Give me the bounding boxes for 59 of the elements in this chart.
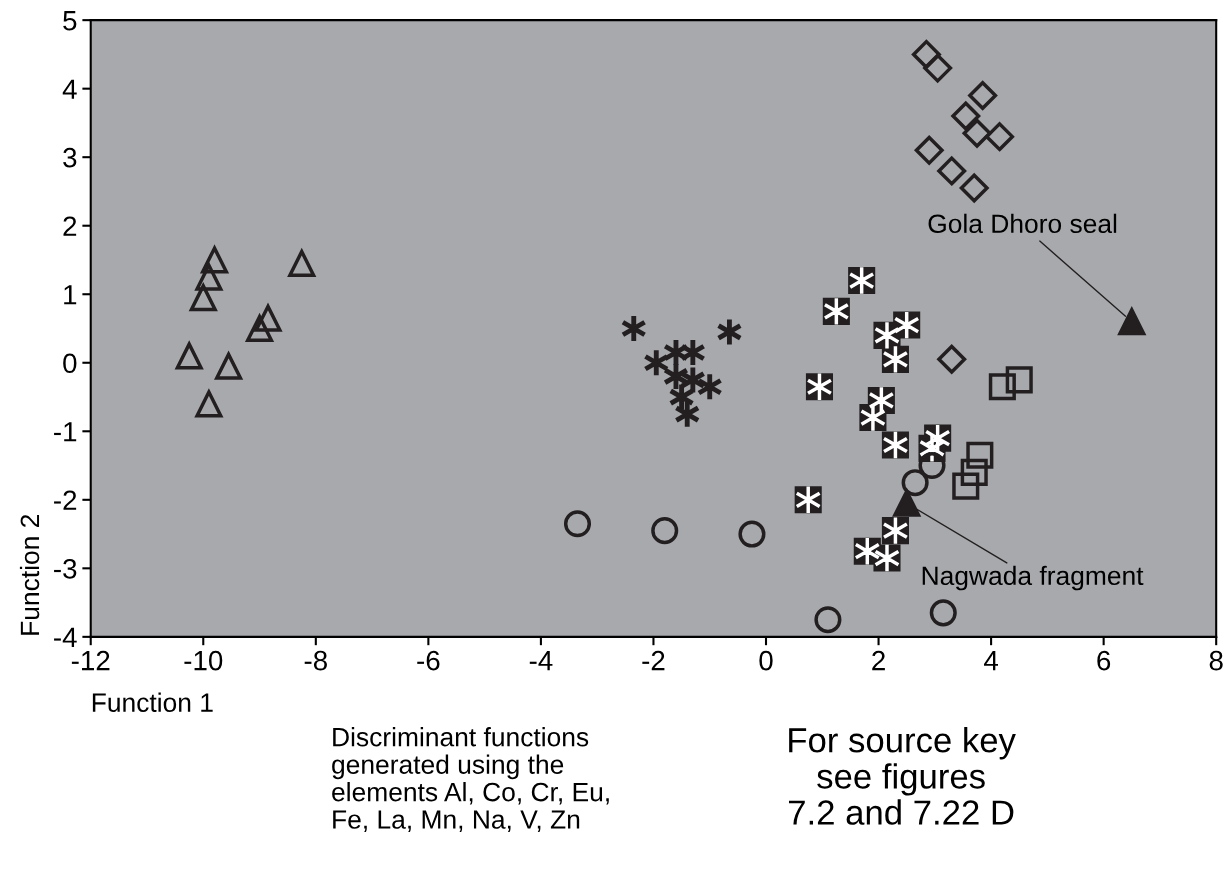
point	[651, 517, 679, 545]
x-tick-label: 0	[759, 650, 773, 671]
x-axis-title: Function 1	[92, 692, 213, 712]
point	[929, 599, 957, 627]
point	[214, 350, 244, 380]
point	[195, 263, 223, 291]
point	[951, 101, 981, 131]
annotation: Nagwada fragment	[922, 565, 1144, 591]
x-tick-label: 8	[1209, 650, 1223, 671]
x-tick-label: -8	[304, 650, 327, 671]
point	[966, 441, 994, 469]
x-tick-label: -12	[71, 650, 110, 671]
y-tick-label: -1	[54, 422, 77, 442]
y-tick-label: 3	[63, 147, 77, 168]
y-tick-label: -2	[54, 490, 77, 510]
point	[959, 173, 989, 203]
point	[200, 246, 229, 274]
point	[246, 314, 274, 343]
point	[962, 118, 992, 148]
x-tick-label: 4	[984, 651, 999, 671]
point	[175, 342, 203, 370]
point	[923, 53, 953, 83]
y-tick-label: 0	[63, 353, 77, 374]
point	[814, 606, 842, 634]
x-tick-label: -6	[417, 650, 440, 671]
annotation: Gola Dhoro seal	[928, 213, 1117, 234]
y-tick-label: -4	[54, 627, 77, 647]
point	[892, 487, 922, 517]
y-tick-label: 5	[63, 11, 77, 31]
point	[254, 302, 283, 332]
point	[985, 122, 1015, 152]
point	[563, 510, 592, 538]
point	[1118, 308, 1146, 336]
point	[937, 344, 967, 374]
point	[1005, 366, 1033, 394]
y-tick-label: 1	[64, 285, 77, 305]
x-tick-label: 2	[872, 650, 885, 671]
x-tick-label: -4	[529, 651, 553, 671]
x-tick-label: -10	[184, 650, 223, 671]
y-tick-label: -3	[54, 559, 77, 579]
point	[988, 373, 1016, 401]
point	[911, 39, 941, 69]
point	[901, 469, 929, 497]
point	[968, 81, 998, 111]
text: Discriminant functions generated using the elements Al, Co, Cr, Eu, Fe, La, Mn, Na, V, Zn	[332, 727, 609, 832]
point	[914, 135, 944, 165]
text: For source key see figures 7.2 and 7.22 D	[789, 727, 1016, 825]
x-tick-label: -2	[642, 650, 665, 671]
point	[288, 249, 316, 277]
point	[195, 390, 223, 418]
y-axis-title: Function 2	[19, 514, 40, 635]
point	[738, 520, 766, 548]
point	[960, 458, 988, 486]
point	[189, 284, 217, 312]
y-tick-label: 4	[62, 79, 77, 99]
y-tick-label: 2	[63, 216, 77, 236]
x-tick-label: 6	[1097, 650, 1111, 671]
point	[937, 156, 967, 186]
point	[952, 472, 980, 500]
